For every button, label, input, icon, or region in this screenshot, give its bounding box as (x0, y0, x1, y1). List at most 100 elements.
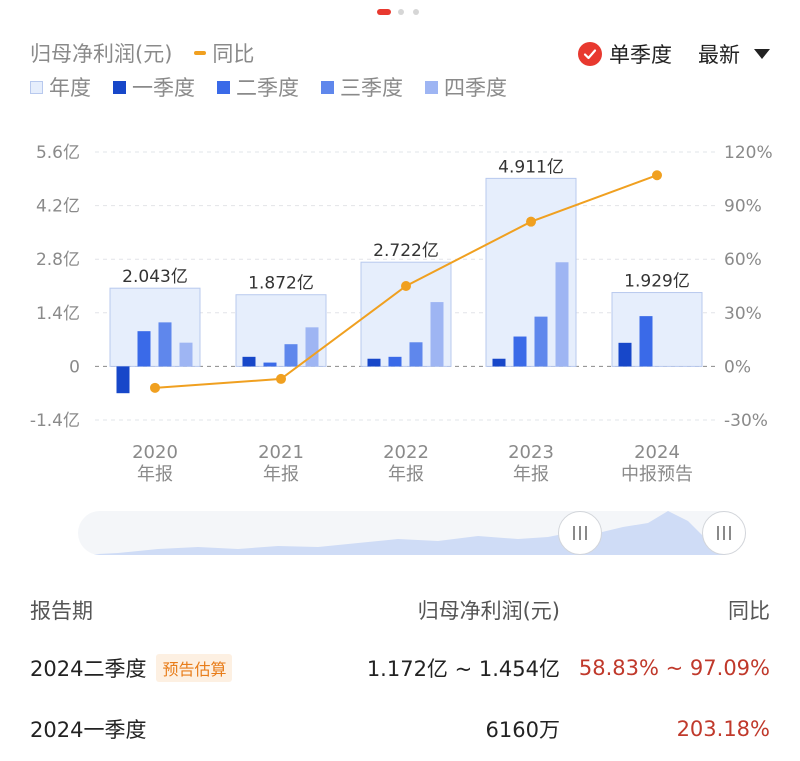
grip-icon (717, 526, 731, 540)
yoy-point (401, 281, 411, 291)
x-tick-label: 2021 (258, 442, 304, 463)
x-tick-label: 年报 (137, 464, 173, 485)
legend-item-q3[interactable]: 三季度 (321, 72, 403, 102)
profit-chart: 5.6亿 4.2亿 2.8亿 1.4亿 0 -1.4亿 120% 90% 60% 30% 0% -30… (30, 143, 773, 485)
legend-q4-label: 四季度 (444, 76, 507, 100)
x-tick-label: 2023 (508, 442, 554, 463)
quarter-bar (158, 322, 172, 367)
row-period: 2024一季度 (30, 718, 147, 742)
y-left-tick-label: 1.4亿 (36, 304, 80, 324)
legend-annual-label: 年度 (49, 76, 91, 100)
row-profit: 6160万 (485, 718, 560, 742)
quarter-bar (639, 316, 653, 367)
quarter-bar (430, 302, 444, 367)
legend-item-q4[interactable]: 四季度 (425, 72, 507, 102)
row-yoy: 58.83% ~ 97.09% (578, 656, 770, 680)
sort-dropdown[interactable]: 最新 (698, 43, 740, 67)
quarter-bar (137, 331, 151, 367)
annual-data-label: 4.911亿 (498, 157, 564, 177)
quarter-bar (305, 327, 319, 367)
page-indicator (0, 7, 800, 17)
y-right-tick-label: 30% (724, 304, 762, 324)
y-left-tick-label: 5.6亿 (36, 143, 80, 163)
table-row[interactable]: 2024二季度 预告估算 1.172亿 ~ 1.454亿 58.83% ~ 97… (30, 648, 770, 688)
legend-q1-label: 一季度 (132, 76, 195, 100)
chart-controls: 单季度 最新 (578, 38, 770, 70)
legend-swatch-q4 (425, 80, 438, 94)
quarter-bar (513, 336, 527, 367)
legend-swatch-q3 (321, 80, 334, 94)
header-yoy: 同比 (728, 599, 770, 623)
page-dot-active (377, 9, 391, 15)
table-row[interactable]: 2024一季度 6160万 203.18% (30, 709, 770, 749)
row-profit: 1.172亿 ~ 1.454亿 (366, 657, 560, 681)
quarter-bar (263, 362, 277, 367)
x-tick-label: 2020 (132, 442, 178, 463)
legend-item-q1[interactable]: 一季度 (113, 72, 195, 102)
scrubber-handle-left[interactable] (558, 511, 602, 555)
y-left-tick-label: -1.4亿 (30, 411, 80, 431)
legend-swatch-q1 (113, 80, 126, 94)
legend-swatch-q2 (217, 80, 230, 94)
quarter-bar (388, 356, 402, 367)
legend-top: 归母净利润(元) 同比 (30, 38, 276, 68)
yoy-point (150, 382, 160, 393)
range-scrubber[interactable] (78, 511, 744, 555)
x-tick-label: 年报 (388, 464, 424, 485)
legend-swatch-annual (30, 80, 43, 94)
x-tick-label: 2022 (383, 442, 429, 463)
row-period-cell: 2024一季度 (30, 714, 310, 744)
page-dot (398, 9, 404, 15)
scrubber-overview (78, 511, 744, 555)
row-period: 2024二季度 (30, 657, 147, 681)
quarter-bar (409, 342, 423, 367)
row-period-cell: 2024二季度 预告估算 (30, 653, 310, 683)
legend-item-yoy[interactable]: 同比 (194, 38, 254, 68)
header-period: 报告期 (30, 599, 93, 623)
legend-title-label: 归母净利润(元) (30, 42, 173, 66)
y-right-tick-label: 60% (724, 250, 762, 270)
quarter-bar (367, 358, 381, 367)
legend-bottom: 年度 一季度 二季度 三季度 四季度 (30, 72, 529, 102)
x-tick-label: 2024 (634, 442, 680, 463)
legend-yoy-label: 同比 (212, 42, 255, 66)
grip-icon (573, 526, 587, 540)
x-tick-label: 中报预告 (621, 464, 693, 485)
quarter-bar (242, 356, 256, 367)
annual-data-label: 1.929亿 (624, 272, 690, 292)
legend-line-swatch (194, 51, 207, 55)
y-left-tick-label: 2.8亿 (36, 250, 80, 270)
yoy-point (276, 373, 286, 384)
quarter-bar (284, 344, 298, 367)
x-tick-label: 年报 (263, 464, 299, 485)
annual-data-label: 2.043亿 (122, 267, 188, 287)
quarter-bar (116, 366, 130, 394)
x-tick-label: 年报 (513, 464, 549, 485)
page-dot (413, 9, 419, 15)
table-header: 报告期 归母净利润(元) 同比 (30, 590, 770, 630)
quarter-bar (179, 342, 193, 367)
scrubber-handle-right[interactable] (702, 511, 746, 555)
caret-down-icon[interactable] (754, 49, 770, 59)
forecast-tag: 预告估算 (156, 654, 233, 682)
annual-data-label: 1.872亿 (248, 274, 314, 294)
yoy-point (526, 216, 536, 227)
check-icon[interactable] (578, 42, 602, 66)
quarter-toggle[interactable]: 单季度 (609, 43, 672, 67)
yoy-point (652, 170, 662, 181)
quarter-bar (618, 342, 632, 367)
y-left-tick-label: 0 (69, 357, 80, 377)
quarter-bar (534, 316, 548, 367)
y-right-tick-label: -30% (724, 411, 768, 431)
quarter-bar (492, 358, 506, 367)
legend-q2-label: 二季度 (236, 76, 299, 100)
legend-item-q2[interactable]: 二季度 (217, 72, 299, 102)
legend-item-annual[interactable]: 年度 (30, 72, 91, 102)
quarter-bar (555, 262, 569, 367)
y-right-tick-label: 90% (724, 197, 762, 217)
annual-data-label: 2.722亿 (373, 241, 439, 261)
row-yoy: 203.18% (676, 717, 770, 741)
header-profit: 归母净利润(元) (417, 599, 560, 623)
legend-q3-label: 三季度 (340, 76, 403, 100)
legend-title: 归母净利润(元) (30, 38, 172, 68)
